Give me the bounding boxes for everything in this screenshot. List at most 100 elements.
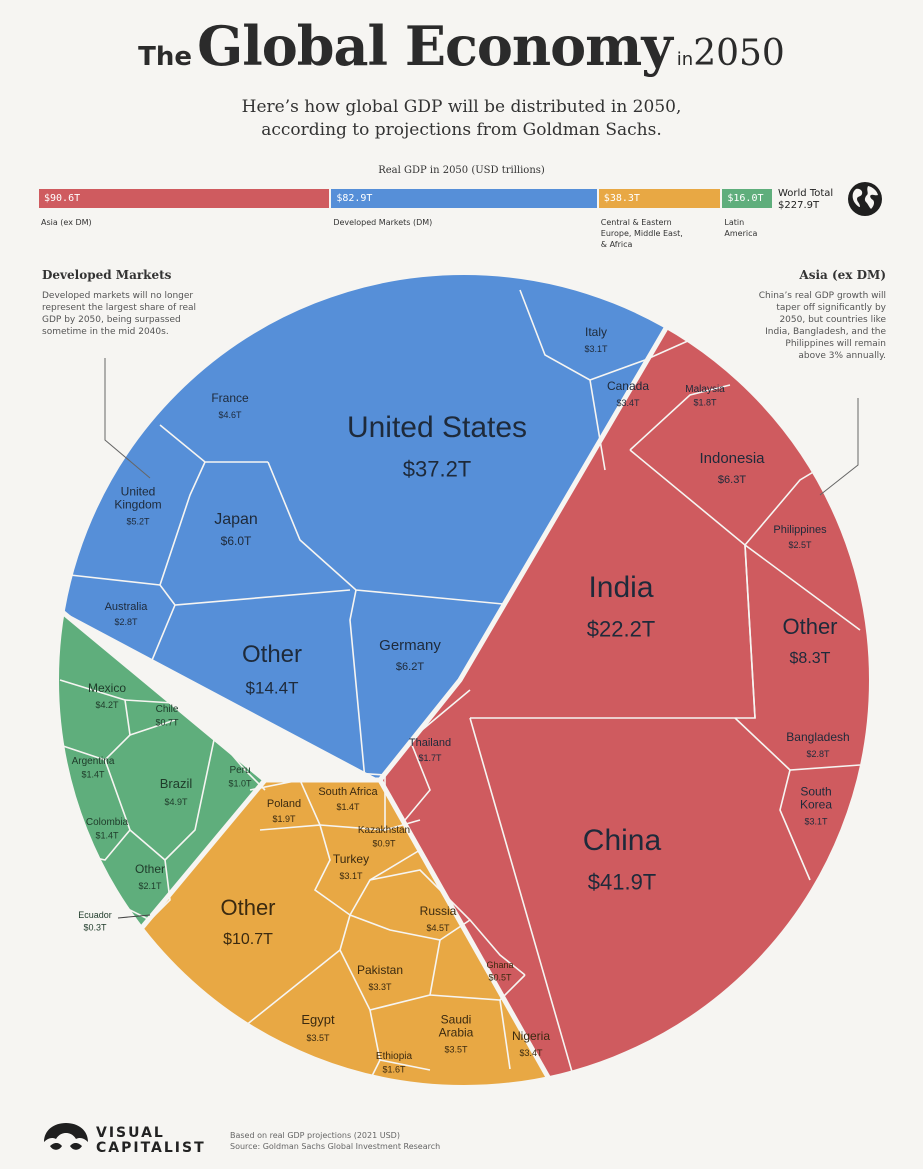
cell-value: $3.1T [584, 344, 608, 354]
cell-name: Mexico [88, 681, 126, 695]
cell-value: $1.7T [418, 753, 442, 763]
cell-name: Philippines [773, 524, 827, 536]
cell-border [629, 384, 731, 451]
cell-value: $3.5T [306, 1033, 330, 1043]
cell-latin-america-chile: Chile $0.7T [155, 704, 179, 728]
footer-source: Based on real GDP projections (2021 USD)… [230, 1130, 440, 1152]
cell-developed-markets-france: France $4.6T [211, 391, 249, 420]
subtitle-line-1: Here’s how global GDP will be distribute… [241, 97, 682, 117]
cell-value: $1.4T [81, 770, 105, 780]
cell-border [384, 819, 421, 831]
cell-central-eastern-europe-middle-east-africa-other: Other $10.7T [220, 895, 275, 948]
cell-value: $2.5T [788, 540, 812, 550]
note-dm-leader [104, 358, 151, 479]
cell-value: $8.3T [790, 650, 831, 667]
bar-segment-region-2: Developed Markets (DM) [333, 218, 433, 227]
cell-latin-america-argentina: Argentina $1.4T [72, 756, 115, 780]
cell-value: $10.7T [223, 931, 273, 948]
cell-central-eastern-europe-middle-east-africa-turkey: Turkey $3.1T [333, 852, 369, 881]
cell-border [404, 689, 471, 821]
cell-name: Indonesia [699, 450, 765, 467]
cell-central-eastern-europe-middle-east-africa-nigeria: Nigeria $3.4T [512, 1029, 550, 1058]
cell-border [267, 461, 504, 605]
cell-developed-markets-italy: Italy $3.1T [584, 325, 608, 354]
cell-asia-ex-dm-other: Other $8.3T [782, 614, 837, 667]
cell-name: United States [347, 411, 527, 444]
cell-name: United [121, 484, 156, 498]
cell-name: Ethiopia [376, 1051, 413, 1062]
title-in: in [676, 49, 694, 70]
cell-central-eastern-europe-middle-east-africa-egypt: Egypt $3.5T [301, 1012, 335, 1043]
cell-value: $4.2T [95, 700, 119, 710]
cell-name: Brazil [160, 776, 193, 791]
cell-asia-ex-dm-india: India $22.2T [587, 571, 656, 642]
cell-asia-ex-dm-philippines: Philippines $2.5T [773, 524, 827, 550]
cell-name: France [211, 391, 249, 405]
cell-name: China [583, 824, 662, 857]
source-line-1: Based on real GDP projections (2021 USD) [230, 1131, 400, 1140]
cell-value: $1.4T [95, 831, 119, 841]
cell-value: $5.2T [126, 517, 150, 527]
cell-value: $14.4T [246, 679, 299, 698]
cell-latin-america-peru: Peru $1.0T [228, 765, 252, 789]
bar-segment-3: $38.3T [598, 189, 721, 208]
bar-segment-4: $16.0T [722, 189, 772, 208]
cell-name: Japan [214, 511, 258, 528]
cell-border [469, 919, 526, 976]
cell-developed-markets-other: Other $14.4T [242, 641, 302, 698]
cell-asia-ex-dm-indonesia: Indonesia $6.3T [699, 450, 765, 486]
note-dm-head: Developed Markets [42, 268, 172, 282]
note-asia-body: China’s real GDP growth will taper off s… [759, 290, 886, 362]
cell-value: $2.8T [114, 617, 138, 627]
cell-value: $6.3T [718, 474, 746, 486]
cell-value: $3.1T [804, 817, 828, 827]
cell-value: $6.2T [396, 661, 424, 673]
cell-central-eastern-europe-middle-east-africa-ghana: Ghana $0.5T [486, 960, 513, 983]
cell-asia-ex-dm-china: China $41.9T [583, 824, 662, 895]
cell-asia-ex-dm-bangladesh: Bangladesh $2.8T [786, 730, 849, 759]
cell-name: Kazakhstan [358, 825, 410, 836]
chart-outline [57, 273, 871, 1087]
cell-name: India [588, 571, 653, 604]
note-asia-line: Philippines will remain [785, 339, 886, 349]
world-total-value: $227.9T [778, 200, 820, 211]
cell-name: Poland [267, 798, 301, 810]
subtitle-line-2: according to projections from Goldman Sa… [261, 120, 662, 140]
cell-name: Other [782, 614, 837, 639]
cell-value: $1.9T [272, 814, 296, 824]
bar-segment-1: $90.6T [39, 189, 330, 208]
cell-name: Pakistan [357, 963, 403, 977]
cell-value: $2.1T [138, 881, 162, 891]
cell-asia-ex-dm-thailand: Thailand $1.7T [409, 737, 451, 763]
cell-border [744, 544, 756, 719]
note-dm-body: Developed markets will no longer represe… [42, 290, 196, 338]
bar-segment-2: $82.9T [331, 189, 597, 208]
cell-border [744, 544, 861, 631]
cell-value: $1.4T [336, 802, 360, 812]
cell-name: Arabia [439, 1026, 474, 1040]
cell-value: $0.3T [83, 923, 107, 933]
title-year: 2050 [693, 33, 785, 74]
cell-value: $37.2T [403, 457, 472, 482]
bar-caption: Real GDP in 2050 (USD trillions) [378, 165, 545, 176]
note-dm-line: represent the largest share of real [42, 303, 197, 313]
cell-value: $2.8T [806, 749, 830, 759]
note-asia-line: China’s real GDP growth will [758, 291, 886, 301]
cell-value: $1.6T [382, 1065, 406, 1075]
cell-value: $0.9T [372, 839, 396, 849]
cell-value: $41.9T [588, 870, 657, 895]
cell-value: $1.8T [693, 398, 717, 408]
cell-developed-markets-united-states: United States $37.2T [347, 411, 527, 482]
cell-latin-america-mexico: Mexico $4.2T [88, 681, 126, 710]
cell-border [469, 717, 601, 1086]
cell-name: Other [220, 895, 275, 920]
cell-border [313, 824, 421, 917]
cell-name: Egypt [301, 1012, 335, 1027]
cell-name: Other [242, 641, 302, 668]
note-asia-line: 2050, but countries like [779, 315, 886, 325]
logo-line-2: CAPITALIST [96, 1140, 206, 1156]
cell-central-eastern-europe-middle-east-africa-pakistan: Pakistan $3.3T [357, 963, 403, 992]
